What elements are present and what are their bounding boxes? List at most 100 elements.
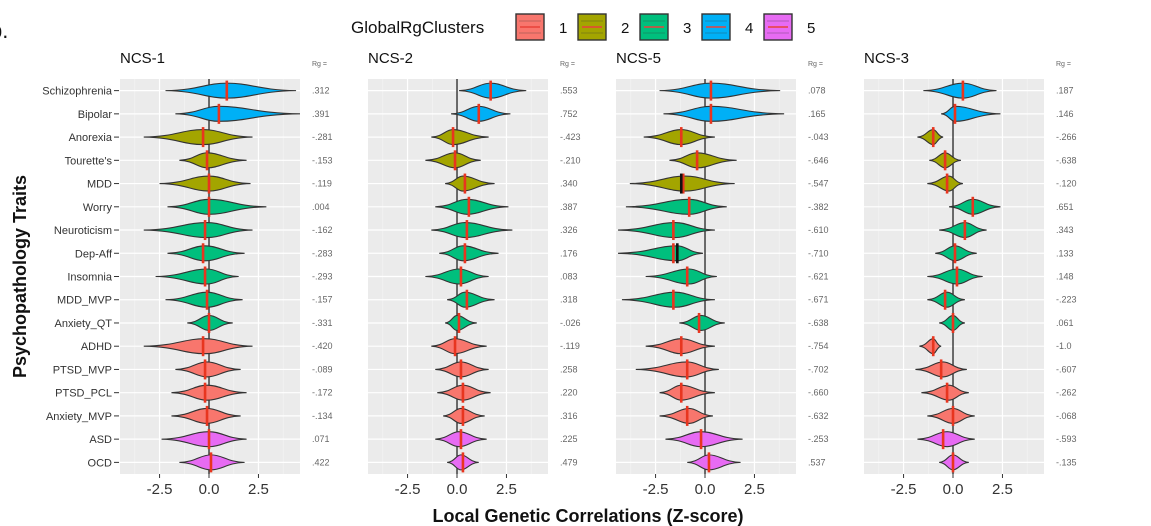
violin xyxy=(635,361,719,378)
rg-value: .071 xyxy=(312,434,330,444)
rg-value: .391 xyxy=(312,109,330,119)
panel-title: NCS-3 xyxy=(864,50,909,67)
violin xyxy=(617,245,704,262)
rg-value: -1.0 xyxy=(1056,341,1072,351)
rg-value: -.210 xyxy=(560,155,581,165)
rg-value: -.172 xyxy=(312,388,333,398)
violin xyxy=(171,384,247,401)
x-tick-label: 0.0 xyxy=(695,481,716,498)
violin xyxy=(175,361,241,378)
rg-value: .165 xyxy=(808,109,826,119)
violin xyxy=(431,129,489,146)
trait-label: ADHD xyxy=(81,341,112,353)
rg-value: .146 xyxy=(1056,109,1074,119)
rg-value: .312 xyxy=(312,86,330,96)
rg-value: -.068 xyxy=(1056,411,1077,421)
x-tick-label: 2.5 xyxy=(248,481,269,498)
violin xyxy=(439,245,499,262)
violin xyxy=(663,105,785,122)
violin xyxy=(949,198,1001,215)
rg-value: -.638 xyxy=(1056,155,1077,165)
rg-value: -.134 xyxy=(312,411,333,421)
violin xyxy=(447,291,495,308)
rg-value: .176 xyxy=(560,248,578,258)
x-tick-label: 0.0 xyxy=(943,481,964,498)
rg-value: -.281 xyxy=(312,132,333,142)
rg-value: -.253 xyxy=(808,434,829,444)
rg-value: -.157 xyxy=(312,295,333,305)
violin xyxy=(645,268,717,285)
rg-value: -.135 xyxy=(1056,457,1077,467)
violin xyxy=(159,175,251,192)
panel-ncs-1: NCS-1 .312 .391 -.281 -.153 -.119 .004 -.162 -.2… xyxy=(120,50,333,498)
rg-value: .004 xyxy=(312,202,330,212)
trait-label: Bipolar xyxy=(78,109,113,121)
trait-label: PTSD_MVP xyxy=(53,364,112,376)
violin xyxy=(179,152,247,169)
rg-value: .340 xyxy=(560,179,578,189)
rg-value: .061 xyxy=(1056,318,1074,328)
violin xyxy=(617,221,715,239)
rg-value: -.607 xyxy=(1056,364,1077,374)
violin xyxy=(425,152,481,169)
trait-label: Anxiety_MVP xyxy=(46,411,112,423)
rg-value: -.754 xyxy=(808,341,829,351)
rg-header: Rg = xyxy=(560,61,575,68)
legend-label-2: 2 xyxy=(621,20,629,37)
panel-title: NCS-2 xyxy=(368,50,413,67)
rg-value: -.162 xyxy=(312,225,333,235)
rg-value: -.423 xyxy=(560,132,581,142)
legend-label-1: 1 xyxy=(559,20,567,37)
rg-value: -.671 xyxy=(808,295,829,305)
violin xyxy=(917,431,975,448)
violin xyxy=(917,129,944,146)
legend-item-2: 2 xyxy=(577,13,629,41)
violin xyxy=(665,431,743,448)
panel-ncs-2: NCS-2 .553 .752 -.423 -.210 .340 .387 .326 .176.… xyxy=(368,50,581,498)
rg-value: .479 xyxy=(560,457,578,467)
rg-value: .133 xyxy=(1056,248,1074,258)
legend-item-1: 1 xyxy=(515,13,567,41)
x-tick-label: 2.5 xyxy=(992,481,1013,498)
rg-value: .651 xyxy=(1056,202,1074,212)
trait-label: Schizophrenia xyxy=(42,86,113,98)
violin xyxy=(621,291,715,308)
violin xyxy=(451,105,511,122)
violin xyxy=(435,198,509,215)
violin xyxy=(431,221,513,239)
rg-value: .078 xyxy=(808,86,826,96)
rg-value: -.043 xyxy=(808,132,829,142)
rg-value: -.710 xyxy=(808,248,829,258)
legend-item-3: 3 xyxy=(639,13,691,41)
y-axis-title: Psychopathology Traits xyxy=(10,175,30,378)
trait-label: MDD xyxy=(87,179,112,191)
trait-label: Tourette's xyxy=(65,155,113,167)
violin xyxy=(679,314,725,332)
panel-title: NCS-1 xyxy=(120,50,165,67)
rg-value: -.702 xyxy=(808,364,829,374)
rg-value: -.632 xyxy=(808,411,829,421)
violin xyxy=(167,245,245,262)
violin xyxy=(458,82,527,99)
legend-label-4: 4 xyxy=(745,20,753,37)
x-tick-label: 2.5 xyxy=(496,481,517,498)
violin xyxy=(919,338,942,355)
x-tick-label: -2.5 xyxy=(147,481,173,498)
violin xyxy=(445,175,495,192)
violin xyxy=(161,431,247,448)
rg-value: -.621 xyxy=(808,272,829,282)
violin xyxy=(175,105,301,122)
violin xyxy=(939,221,987,239)
trait-label: Insomnia xyxy=(67,272,113,284)
rg-value: -.660 xyxy=(808,388,829,398)
violin xyxy=(143,221,253,239)
rg-value: -.223 xyxy=(1056,295,1077,305)
rg-value: -.153 xyxy=(312,155,333,165)
rg-header: Rg = xyxy=(312,61,327,68)
rg-value: -.266 xyxy=(1056,132,1077,142)
trait-label: ASD xyxy=(89,434,112,446)
rg-value: .316 xyxy=(560,411,578,421)
panel-title: NCS-5 xyxy=(616,50,661,67)
legend-label-3: 3 xyxy=(683,20,691,37)
